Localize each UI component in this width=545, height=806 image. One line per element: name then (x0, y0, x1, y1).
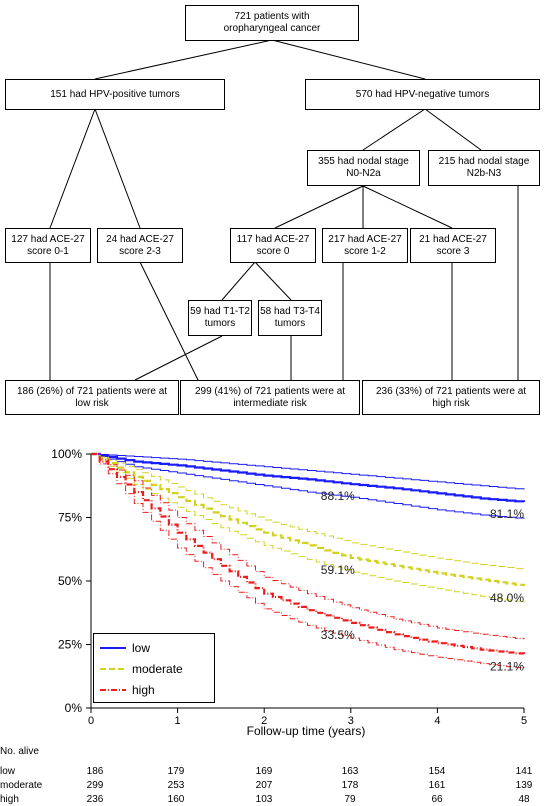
annotation-label: 33.5% (321, 628, 355, 642)
risk-table-row: moderate 299 253 207 178 161 139 (0, 780, 545, 792)
x-tick-label: 3 (348, 715, 354, 727)
risk-cell: 169 (255, 766, 273, 777)
ci-lower-moderate (91, 453, 525, 603)
risk-table-title: No. alive (0, 746, 39, 757)
risk-cell: 161 (428, 780, 446, 791)
annotation-label: 48.0% (490, 591, 524, 605)
hpv-positive-box: 151 had HPV-positive tumors (5, 79, 225, 110)
ci-lower-low (91, 453, 525, 519)
risk-cell: 103 (255, 794, 273, 805)
annotation-label: 21.1% (490, 659, 524, 673)
nodal-n0-n2a-box: 355 had nodal stage N0-N2a (307, 150, 420, 186)
t1-t2-box: 59 had T1-T2 tumors (188, 300, 252, 336)
annotation-label: 88.1% (321, 489, 355, 503)
y-tick-label: 75% (58, 511, 82, 525)
y-tick-label: 0% (65, 701, 83, 715)
x-tick-label: 2 (261, 715, 267, 727)
risk-cell: 79 (344, 794, 356, 805)
risk-cell: 154 (428, 766, 446, 777)
hpv-negative-box: 570 had HPV-negative tumors (305, 79, 540, 110)
risk-cell: 66 (431, 794, 443, 805)
risk-cell: 178 (341, 780, 359, 791)
legend-label-low: low (132, 641, 151, 655)
hpv-neg-ace-1-2-box: 217 had ACE-27 score 1-2 (322, 228, 408, 263)
root-box: 721 patients with oropharyngeal cancer (185, 5, 359, 41)
risk-cell: 179 (167, 766, 185, 777)
survival-line-high (91, 452, 526, 655)
annotation-label: 59.1% (321, 563, 355, 577)
ci-lower-high (91, 453, 525, 669)
low-risk-box: 186 (26%) of 721 patients were at low ri… (5, 380, 179, 415)
intermediate-risk-box: 299 (41%) of 721 patients were at interm… (180, 380, 360, 415)
hpv-neg-ace-3-box: 21 had ACE-27 score 3 (410, 228, 496, 263)
legend-item-low: low (100, 640, 212, 656)
annotation-label: 81.1% (490, 507, 524, 521)
legend-item-high: high (100, 682, 212, 698)
risk-cell: 48 (518, 794, 530, 805)
hpv-pos-ace-0-1-box: 127 had ACE-27 score 0-1 (5, 228, 91, 263)
risk-cell: 141 (515, 766, 533, 777)
risk-table-row: high 236 160 103 79 66 48 (0, 794, 545, 806)
high-risk-box: 236 (33%) of 721 patients were at high r… (362, 380, 540, 415)
flowchart-connectors (49, 39, 519, 381)
survival-line-moderate (91, 452, 526, 587)
ci-upper-moderate (91, 453, 525, 570)
x-tick-label: 5 (521, 715, 527, 727)
risk-cell: 186 (86, 766, 104, 777)
hpv-pos-ace-2-3-box: 24 had ACE-27 score 2-3 (97, 228, 183, 263)
risk-row-label: low (0, 766, 16, 777)
survival-line-low (91, 452, 526, 503)
risk-cell: 236 (86, 794, 104, 805)
risk-cell: 160 (167, 794, 185, 805)
risk-cell: 299 (86, 780, 104, 791)
survival-chart: 0 1 2 3 4 50%25%50%75%100% 88.1%81.1%59.1%48.… (51, 447, 527, 738)
y-tick-label: 100% (51, 447, 82, 461)
legend-label-moderate: moderate (132, 662, 183, 676)
t3-t4-box: 58 had T3-T4 tumors (258, 300, 322, 336)
risk-cell: 163 (341, 766, 359, 777)
x-axis-label: Follow-up time (years) (247, 724, 366, 738)
risk-cell: 253 (167, 780, 185, 791)
nodal-n2b-n3-box: 215 had nodal stage N2b-N3 (428, 150, 540, 186)
ci-upper-low (91, 453, 525, 490)
legend-label-high: high (132, 683, 155, 697)
chart-legend: low moderate high (93, 633, 215, 703)
legend-swatch-low (100, 647, 126, 649)
x-tick-label: 1 (175, 715, 181, 727)
x-tick-label: 0 (88, 715, 94, 727)
y-tick-label: 50% (58, 574, 82, 588)
hpv-neg-ace-0-box: 117 had ACE-27 score 0 (230, 228, 316, 263)
risk-cell: 139 (515, 780, 533, 791)
legend-swatch-high (100, 689, 126, 691)
x-tick-label: 4 (434, 715, 440, 727)
y-tick-label: 25% (58, 638, 82, 652)
risk-cell: 207 (255, 780, 273, 791)
legend-item-moderate: moderate (100, 661, 212, 677)
risk-row-label: high (0, 794, 19, 805)
risk-table-row: low 186 179 169 163 154 141 (0, 766, 545, 778)
risk-row-label: moderate (0, 780, 43, 791)
legend-swatch-moderate (100, 668, 126, 670)
ci-upper-high (91, 453, 525, 640)
